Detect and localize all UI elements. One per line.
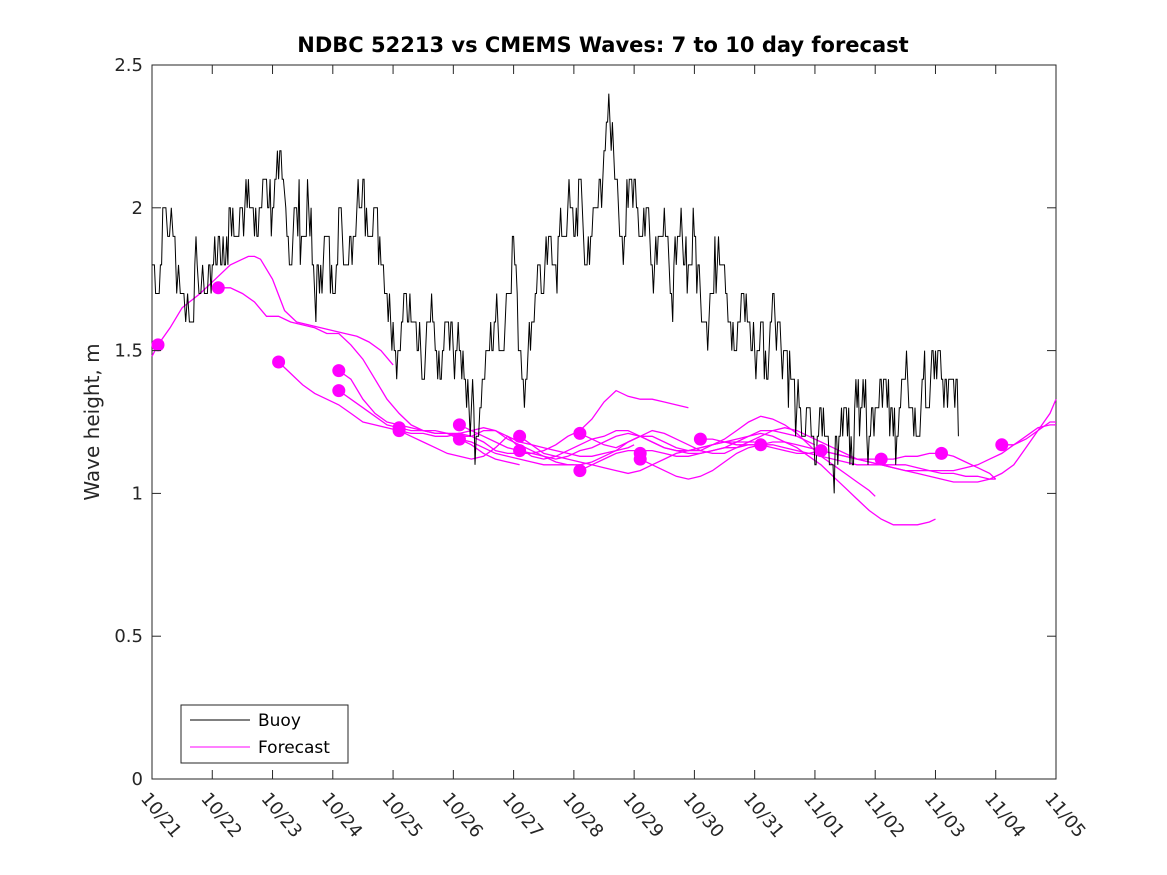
forecast-start-marker: [332, 364, 346, 378]
forecast-start-marker: [633, 452, 647, 466]
x-tick-label: 11/02: [859, 789, 908, 842]
forecast-lines: [151, 255, 1057, 526]
x-tick-label: 10/21: [136, 789, 185, 842]
y-tick-label: 2.5: [114, 55, 143, 76]
forecast-line-8: [459, 415, 876, 497]
y-axis-label: Wave height, m: [80, 343, 104, 500]
forecast-start-marker: [332, 384, 346, 398]
forecast-line-1: [151, 255, 394, 366]
x-tick-label: 10/24: [317, 789, 366, 842]
forecast-start-marker: [814, 444, 828, 458]
forecast-start-marker: [995, 438, 1009, 452]
x-tick-label: 10/31: [739, 789, 788, 842]
legend-box: [180, 704, 349, 764]
x-tick-label: 11/01: [799, 789, 848, 842]
forecast-start-marker: [513, 444, 527, 458]
forecast-start-marker: [573, 426, 587, 440]
forecast-start-marker: [935, 446, 948, 460]
forecast-line-2: [218, 287, 520, 466]
legend-buoy-label: Buoy: [258, 711, 301, 731]
forecast-start-marker: [754, 438, 768, 452]
x-tick-label: 10/27: [498, 789, 547, 842]
x-tick-label: 10/29: [618, 789, 667, 842]
forecast-line-9: [519, 432, 936, 526]
forecast-line-4: [338, 390, 635, 457]
legend-forecast-label: Forecast: [258, 738, 330, 758]
forecast-start-marker: [392, 424, 406, 438]
x-tick-label: 11/03: [920, 789, 969, 842]
x-tick-label: 10/23: [257, 789, 306, 842]
x-tick-label: 10/26: [438, 789, 487, 842]
x-tick-label: 11/05: [1040, 789, 1089, 842]
forecast-start-marker: [693, 432, 707, 446]
x-tick-label: 10/25: [377, 789, 426, 842]
forecast-start-marker: [452, 418, 466, 432]
forecast-start-markers: [151, 281, 1009, 478]
forecast-line-3: [278, 361, 574, 466]
x-tick-label: 10/30: [679, 789, 728, 842]
legend: Buoy Forecast: [180, 704, 349, 764]
forecast-start-marker: [452, 432, 466, 446]
y-tick-label: 1.5: [114, 341, 143, 362]
forecast-start-marker: [151, 338, 165, 352]
plot-area: [151, 64, 1057, 780]
forecast-start-marker: [272, 355, 286, 369]
forecast-start-marker: [211, 281, 225, 295]
x-tick-label: 10/22: [196, 789, 245, 842]
forecast-line-14: [1001, 421, 1056, 446]
buoy-line: [152, 93, 959, 494]
y-tick-label: 1: [132, 483, 143, 504]
forecast-line-13: [700, 438, 997, 480]
x-tick-label: 11/04: [980, 789, 1029, 842]
forecast-start-marker: [874, 452, 888, 466]
forecast-start-marker: [513, 429, 527, 443]
chart-title: NDBC 52213 vs CMEMS Waves: 7 to 10 day f…: [297, 33, 908, 57]
x-tick-label: 10/28: [558, 789, 607, 842]
buoy-line-group: [152, 93, 959, 494]
y-axis-ticks: 0 0.5 1 1.5 2 2.5: [114, 55, 1056, 790]
forecast-start-marker: [573, 464, 587, 478]
y-tick-label: 2: [132, 198, 143, 219]
y-tick-label: 0: [132, 769, 143, 790]
y-tick-label: 0.5: [114, 626, 143, 647]
